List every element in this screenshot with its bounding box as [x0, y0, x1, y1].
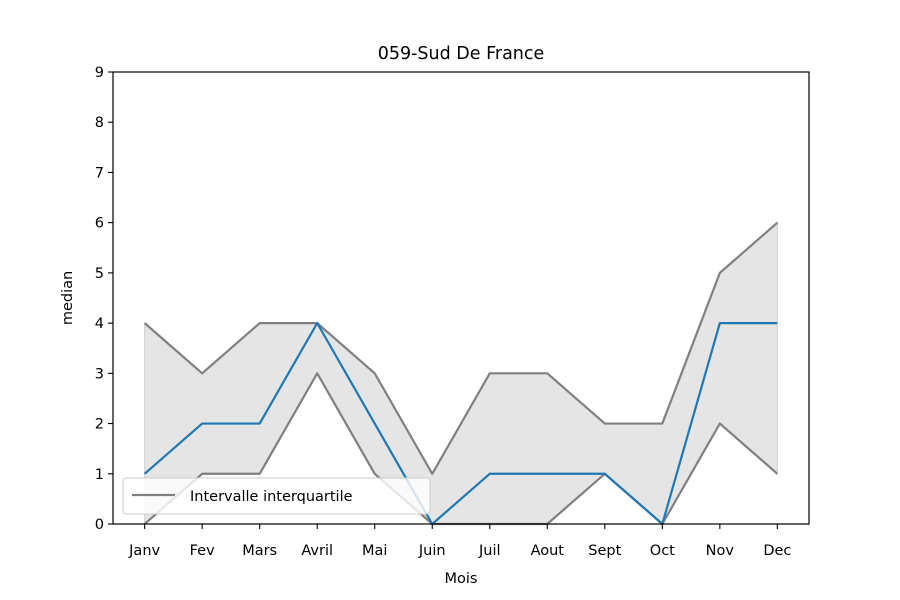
axes: 0 1 2 3 4 5 6 7 8 9 Janv Fev Mars Avril Mai Juin Juil Aou… [95, 65, 810, 559]
legend: Intervalle interquartile [122, 477, 431, 515]
plot-area [143, 221, 779, 526]
x-axis-label: Mois [445, 571, 478, 587]
y-tick-label: 9 [95, 65, 104, 81]
y-tick-label: 5 [95, 266, 104, 282]
x-tick-label: Juil [478, 543, 501, 559]
x-tick-label: Janv [128, 543, 160, 559]
y-tick-label: 4 [95, 316, 104, 332]
y-tick-label: 2 [95, 417, 104, 433]
legend-label-interquartile: Intervalle interquartile [190, 489, 353, 505]
x-tick-label: Nov [706, 543, 735, 559]
x-tick-label: Mai [362, 543, 387, 559]
x-tick-label: Juin [418, 543, 446, 559]
plot-frame [112, 71, 810, 525]
y-tick-label: 7 [95, 165, 104, 181]
series-line-median [143, 322, 778, 526]
x-tick-label: Sept [588, 543, 621, 559]
y-axis-label: median [60, 271, 76, 325]
legend-box [122, 477, 431, 515]
x-tick-label: Aout [531, 543, 565, 559]
x-tick-label: Fev [190, 543, 215, 559]
x-tick-label: Avril [301, 543, 333, 559]
x-tick-label: Dec [763, 543, 791, 559]
y-tick-label: 0 [95, 517, 104, 533]
y-tick-label: 1 [95, 467, 104, 483]
y-tick-label: 6 [95, 216, 104, 232]
y-tick-label: 8 [95, 115, 104, 131]
series-line-q3 [143, 221, 779, 475]
y-tick-label: 3 [95, 366, 104, 382]
chart-title: 059-Sud De France [378, 44, 545, 64]
x-tick-label: Mars [242, 543, 277, 559]
x-tick-label: Oct [650, 543, 675, 559]
